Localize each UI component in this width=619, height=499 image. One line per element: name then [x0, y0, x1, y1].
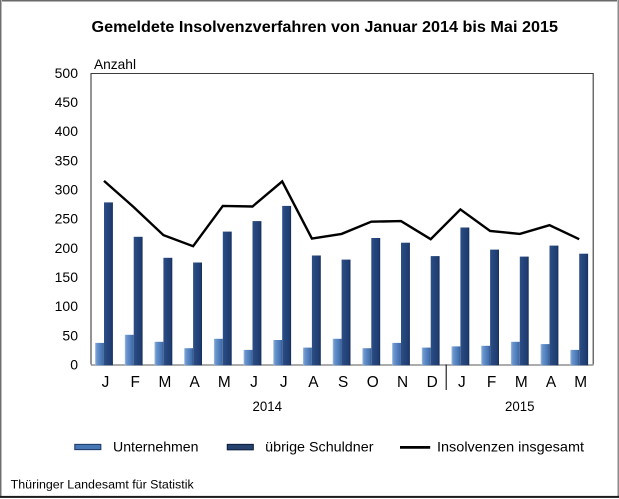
svg-text:A: A: [546, 374, 557, 391]
svg-text:50: 50: [62, 327, 78, 343]
svg-text:F: F: [487, 374, 496, 391]
svg-text:250: 250: [55, 211, 79, 227]
svg-text:N: N: [397, 374, 408, 391]
svg-text:0: 0: [70, 356, 78, 372]
svg-text:300: 300: [55, 182, 79, 198]
svg-text:Gemeldete Insolvenzverfahren v: Gemeldete Insolvenzverfahren von Januar …: [92, 19, 559, 36]
svg-text:übrige Schuldner: übrige Schuldner: [265, 440, 374, 455]
svg-text:M: M: [515, 374, 528, 391]
svg-text:A: A: [308, 374, 319, 391]
svg-text:200: 200: [55, 240, 79, 256]
svg-text:Unternehmen: Unternehmen: [113, 440, 199, 455]
svg-text:2014: 2014: [253, 398, 283, 414]
svg-text:400: 400: [55, 123, 79, 139]
svg-text:J: J: [102, 374, 110, 391]
svg-text:J: J: [458, 374, 466, 391]
svg-text:Anzahl: Anzahl: [94, 57, 136, 72]
svg-text:M: M: [218, 374, 231, 391]
svg-text:M: M: [574, 374, 587, 391]
svg-text:Thüringer Landesamt für Statis: Thüringer Landesamt für Statistik: [11, 478, 195, 492]
svg-text:350: 350: [55, 152, 79, 168]
svg-text:2015: 2015: [505, 398, 535, 414]
svg-text:J: J: [280, 374, 288, 391]
svg-text:S: S: [338, 374, 348, 391]
svg-text:A: A: [189, 374, 200, 391]
svg-text:150: 150: [55, 269, 79, 285]
svg-text:J: J: [250, 374, 258, 391]
svg-text:O: O: [367, 374, 379, 391]
svg-text:450: 450: [55, 94, 79, 110]
svg-text:100: 100: [55, 298, 79, 314]
svg-text:D: D: [427, 374, 438, 391]
svg-text:500: 500: [55, 65, 79, 81]
svg-text:F: F: [130, 374, 139, 391]
svg-text:M: M: [158, 374, 171, 391]
svg-text:Insolvenzen insgesamt: Insolvenzen insgesamt: [437, 440, 584, 455]
